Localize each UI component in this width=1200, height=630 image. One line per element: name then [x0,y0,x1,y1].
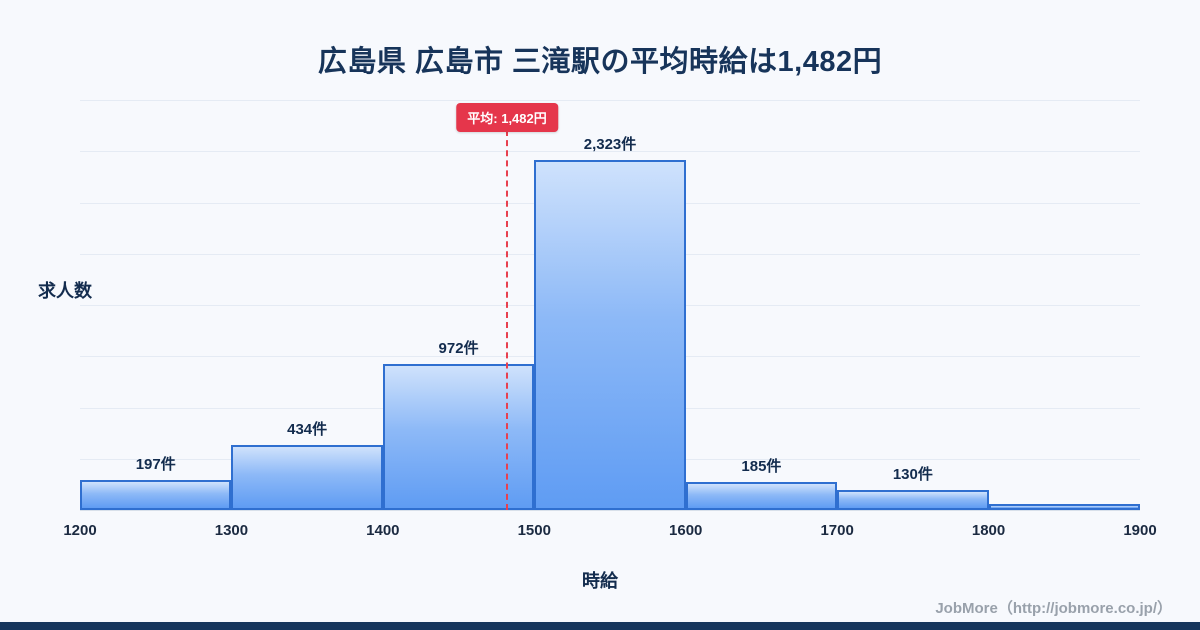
gridline [80,100,1140,101]
x-tick-label: 1800 [971,522,1006,539]
bar-value-label: 2,323件 [583,135,637,153]
x-tick-label: 1900 [1123,522,1157,539]
x-tick-label: 1300 [214,522,249,539]
x-tick-label: 1700 [820,522,854,539]
bar-1200-1300 [80,480,232,510]
x-tick-label: 1400 [366,522,400,539]
footer-strip [0,622,1200,630]
average-badge: 平均: 1,482円 [456,103,558,132]
page-title: 広島県 広島市 三滝駅の平均時給は1,482円 [317,46,883,78]
gridline [80,151,1140,153]
x-tick-label: 1200 [63,522,97,539]
bar-value-label: 130件 [892,466,933,484]
bar-1800-1900 [988,503,1140,510]
x-axis-line [80,510,1140,511]
bar-value-label: 972件 [438,339,479,357]
bar-1300-1400 [231,444,383,510]
x-axis-label: 時給 [582,571,618,591]
credit-text: JobMore（http://jobmore.co.jp/） [935,600,1172,617]
bar-value-label: 185件 [741,458,782,476]
bar-1700-1800 [837,490,989,510]
x-tick-label: 1500 [517,522,551,539]
average-line [506,130,509,510]
bar-1400-1500 [382,363,535,510]
y-axis-label: 求人数 [38,281,92,301]
bar-value-label: 197件 [135,456,176,474]
bar-1500-1600 [534,159,686,510]
bar-value-label: 434件 [287,420,328,438]
plot-area: 197件 434件 972件 2,323件 185件 130件 1200 1300 1400 15… [63,100,1157,539]
x-tick-label: 1600 [669,522,703,539]
bar-1600-1700 [685,482,838,510]
